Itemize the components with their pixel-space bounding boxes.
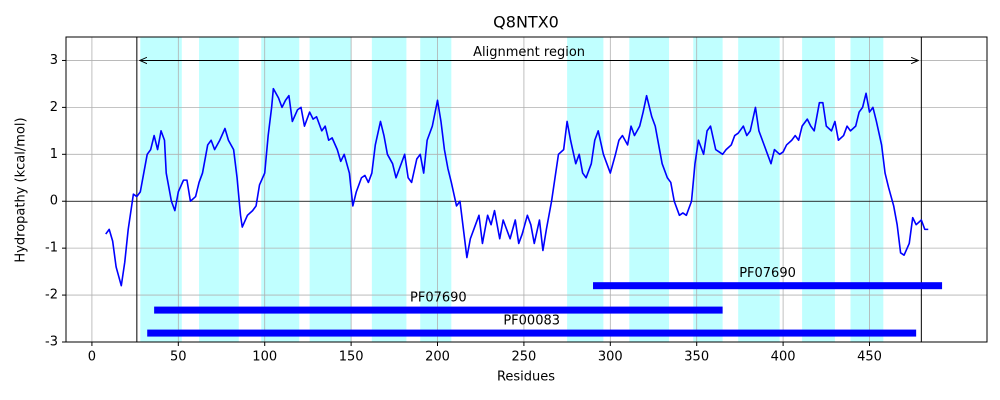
y-tick-label: 0 xyxy=(50,194,58,209)
x-axis-label: Residues xyxy=(497,370,555,385)
shaded-region xyxy=(309,37,352,342)
x-tick-label: 400 xyxy=(771,350,796,365)
shaded-region xyxy=(140,37,182,342)
x-tick-label: 200 xyxy=(425,350,450,365)
shaded-region xyxy=(850,37,884,342)
alignment-label: Alignment region xyxy=(473,45,585,60)
domain-label: PF07690 xyxy=(739,266,796,281)
x-tick-label: 50 xyxy=(170,350,187,365)
x-tick-label: 450 xyxy=(857,350,882,365)
y-tick-label: 3 xyxy=(50,53,58,68)
x-tick-label: 100 xyxy=(252,350,277,365)
hydropathy-line xyxy=(105,87,929,287)
plot-frame xyxy=(65,36,988,343)
x-tick-label: 300 xyxy=(598,350,623,365)
shaded-region xyxy=(802,37,835,342)
domain-label: PF07690 xyxy=(410,291,467,306)
shaded-region xyxy=(199,37,239,342)
shaded-region xyxy=(738,37,780,342)
x-tick-label: 150 xyxy=(339,350,364,365)
x-tick-label: 250 xyxy=(511,350,536,365)
y-tick-label: 2 xyxy=(50,100,58,115)
y-tick-label: -2 xyxy=(45,288,58,303)
domain-bar xyxy=(593,282,943,290)
y-tick-label: -3 xyxy=(45,335,58,350)
x-tick-label: 350 xyxy=(684,350,709,365)
shaded-region xyxy=(629,37,670,342)
domain-label: PF00083 xyxy=(503,314,560,329)
x-tick-label: 0 xyxy=(88,350,96,365)
domain-bar xyxy=(154,306,723,314)
y-axis-label: Hydropathy (kcal/mol) xyxy=(14,117,29,262)
shaded-region xyxy=(420,37,452,342)
shaded-region xyxy=(261,37,300,342)
shaded-region xyxy=(693,37,723,342)
shaded-region xyxy=(371,37,407,342)
y-tick-label: -1 xyxy=(45,241,58,256)
y-tick-label: 1 xyxy=(50,147,58,162)
shaded-region xyxy=(567,37,604,342)
domain-bar xyxy=(147,329,917,337)
chart-title: Q8NTX0 xyxy=(493,13,559,32)
